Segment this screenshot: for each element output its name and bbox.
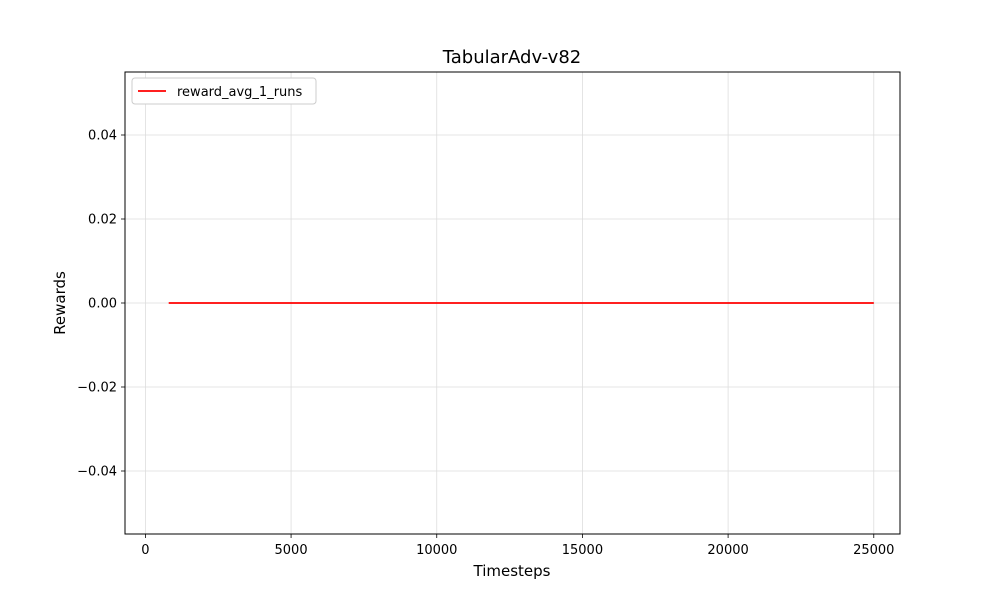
legend-entry-label: reward_avg_1_runs: [177, 85, 303, 100]
y-tick-label: −0.04: [77, 465, 117, 480]
x-tick-label: 25000: [853, 543, 894, 558]
x-axis-ticks: 0 5000 10000 15000 20000 25000: [141, 534, 894, 558]
y-axis-label: Rewards: [51, 271, 69, 335]
x-tick-label: 5000: [275, 543, 308, 558]
y-tick-label: −0.02: [77, 381, 117, 396]
x-axis-label: Timesteps: [473, 562, 551, 580]
y-tick-label: 0.04: [88, 129, 117, 144]
y-tick-label: 0.00: [88, 297, 117, 312]
chart-title: TabularAdv-v82: [442, 47, 581, 68]
legend: reward_avg_1_runs: [131, 77, 317, 105]
x-tick-label: 10000: [416, 543, 457, 558]
x-tick-label: 15000: [562, 543, 603, 558]
legend-box: [131, 77, 317, 105]
x-tick-label: 20000: [707, 543, 748, 558]
x-tick-label: 0: [141, 543, 149, 558]
y-axis-ticks: −0.04 −0.02 0.00 0.02 0.04: [77, 129, 125, 480]
y-tick-label: 0.02: [88, 213, 117, 228]
